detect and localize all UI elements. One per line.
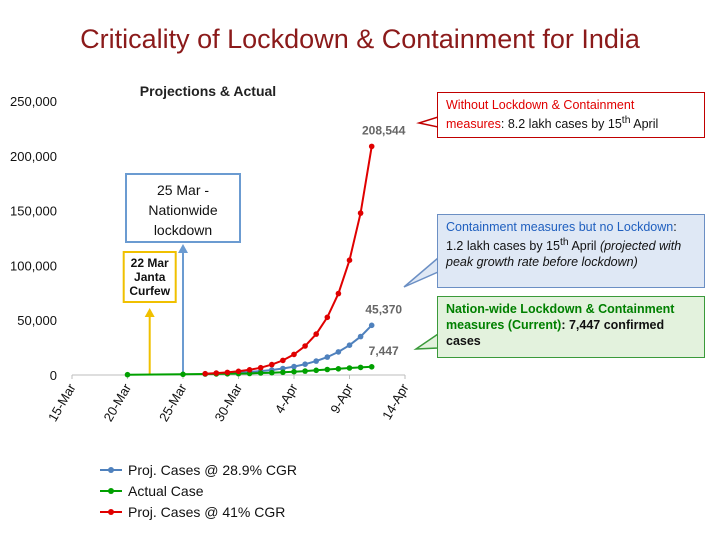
data-point [368,322,375,329]
data-point [280,369,286,376]
y-tick-label: 150,000 [10,204,57,219]
data-point [302,361,308,368]
data-point [324,314,331,321]
series-end-label: 208,544 [362,123,406,137]
data-point [368,143,375,150]
data-point [313,367,320,374]
callout-red-text: : 8.2 lakh cases by 15 [500,117,622,132]
data-point [291,351,297,358]
data-point [324,354,331,360]
x-tick-label: 4-Apr [272,380,301,416]
data-point [291,363,297,370]
annotation-label: 22 Mar [131,256,169,270]
data-point [269,361,275,368]
data-point [257,364,264,371]
data-point [335,366,342,372]
x-tick-label: 20-Mar [101,380,135,424]
data-point [302,343,308,349]
data-point [335,349,342,355]
data-point [313,358,320,364]
chart-legend: Proj. Cases @ 28.9% CGR Actual Case Proj… [100,459,297,522]
callout-red-highlight: Without Lockdown & Containment measures [446,98,635,132]
data-point [346,257,353,264]
callout-blue-tail: April [568,239,597,254]
series-end-label: 45,370 [365,302,402,316]
y-tick-label: 250,000 [10,94,57,109]
x-tick-label: 25-Mar [156,380,190,424]
annotation-arrow-head [178,244,188,253]
data-point [280,357,286,364]
callout-green-pointer [413,332,439,350]
annotation-arrow-head [144,308,155,317]
callout-red-sup: th [621,115,631,126]
x-tick-label: 30-Mar [212,380,246,424]
callout-blue-sup: th [559,237,569,248]
data-point [257,370,264,376]
callout-containment-no-lockdown: Containment measures but no Lockdown: 1.… [437,214,705,288]
data-point [302,368,308,374]
data-point [124,371,131,378]
data-point [346,365,353,371]
legend-item-blue: Proj. Cases @ 28.9% CGR [100,459,297,480]
y-tick-label: 0 [50,368,57,383]
data-point [357,364,364,371]
data-point [357,333,364,340]
legend-swatch-green [100,486,122,496]
chart-title: Projections & Actual [140,83,276,99]
series-end-label: 7,447 [369,344,399,358]
legend-item-red: Proj. Cases @ 41% CGR [100,501,297,522]
data-point [291,368,297,375]
annotation-label: Janta [134,270,166,284]
data-point [324,366,331,373]
data-point [180,371,186,378]
annotation-box [122,251,177,303]
annotation-label: Nationwide [148,202,217,218]
data-point [235,368,242,375]
legend-swatch-blue [100,465,122,475]
annotation-label: Curfew [129,284,170,298]
y-tick-label: 200,000 [10,149,57,164]
data-point [313,331,320,337]
callout-blue-text: : 1.2 lakh cases by 15 [446,220,677,254]
y-tick-label: 50,000 [17,313,57,328]
callout-blue-pointer [403,256,439,288]
callout-red-tail: April [630,117,659,132]
page-title: Criticality of Lockdown & Containment fo… [80,24,640,54]
legend-swatch-red [100,507,122,517]
annotation-label: lockdown [154,222,212,238]
legend-item-green: Actual Case [100,480,297,501]
x-tick-label: 14-Apr [379,380,412,422]
y-tick-label: 100,000 [10,258,57,273]
data-point [269,369,275,376]
series-line [205,146,373,375]
series-line [205,324,373,375]
data-point [368,364,375,370]
data-point [224,369,231,376]
data-point [213,370,220,376]
legend-label-blue: Proj. Cases @ 28.9% CGR [128,461,298,478]
x-tick-label: 15-Mar [45,380,79,424]
legend-label-green: Actual Case [128,482,204,499]
annotation-label: 25 Mar - [157,182,209,198]
annotation-box [125,173,241,243]
x-tick-label: 9-Apr [327,380,356,416]
callout-red-pointer [416,115,439,128]
callout-blue-italic: (projected with peak growth rate before … [446,239,682,270]
callout-green-highlight: Nation-wide Lockdown & Containment measu… [446,302,675,332]
data-point [202,370,208,377]
callout-no-lockdown: Without Lockdown & Containment measures:… [437,92,705,138]
callout-blue-highlight: Containment measures but no Lockdown [446,220,674,234]
callout-green-text: : 7,447 confirmed cases [446,318,665,348]
data-point [346,342,353,349]
data-point [246,367,253,373]
legend-label-red: Proj. Cases @ 41% CGR [128,503,286,520]
data-point [335,290,342,297]
callout-lockdown-current: Nation-wide Lockdown & Containment measu… [437,296,705,358]
data-point [357,210,364,216]
